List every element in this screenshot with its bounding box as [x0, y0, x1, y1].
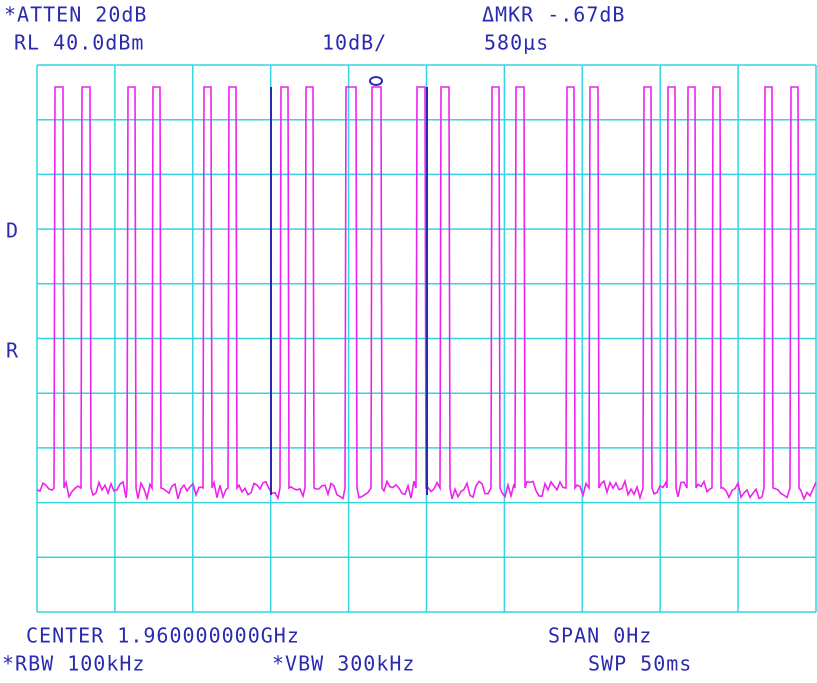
vbw: *VBW 300kHz	[272, 652, 415, 676]
trace	[36, 76, 817, 502]
ref-level: RL 40.0dBm	[14, 31, 144, 55]
ref-flag: R	[6, 339, 19, 363]
marker-symbol	[369, 76, 383, 86]
center-frequency: CENTER 1.960000000GHz	[26, 624, 300, 648]
marker-time: 580μs	[484, 31, 549, 55]
span: SPAN 0Hz	[548, 624, 652, 648]
marker: ΔMKR -.67dB	[482, 3, 625, 27]
atten: *ATTEN 20dB	[4, 3, 147, 27]
rbw: *RBW 100kHz	[2, 652, 145, 676]
scale: 10dB/	[322, 31, 387, 55]
display-line-flag: D	[6, 219, 19, 243]
sweep: SWP 50ms	[588, 652, 692, 676]
